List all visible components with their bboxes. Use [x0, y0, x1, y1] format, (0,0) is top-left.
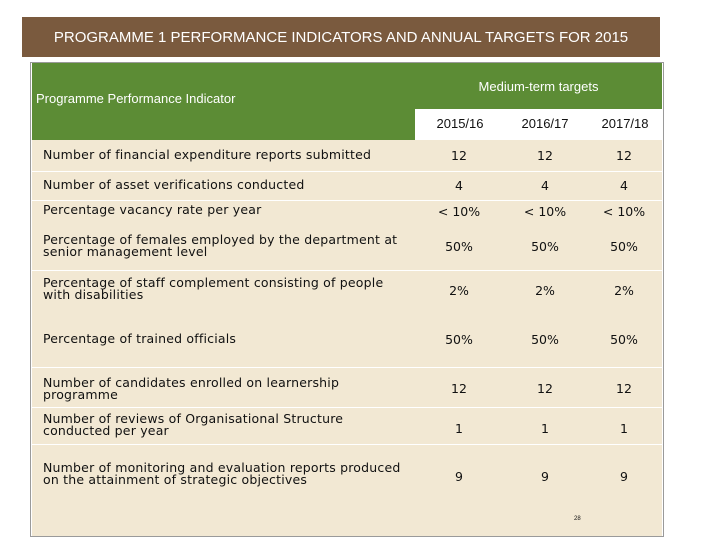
row-divider — [32, 270, 662, 271]
row-label-learnership-candidates: Number of candidates enrolled on learner… — [43, 375, 340, 402]
cell-value: 50% — [610, 332, 638, 347]
cell-value: 2% — [614, 283, 634, 298]
cell-value: 50% — [445, 332, 473, 347]
row-divider — [32, 171, 662, 172]
cell-value: 12 — [537, 381, 553, 396]
cell-value: < 10% — [523, 204, 567, 219]
cell-value: 12 — [451, 381, 467, 396]
cell-value: 1 — [455, 421, 463, 436]
cell-value: 50% — [531, 332, 559, 347]
row-label-asset-verifications: Number of asset verifications conducted — [43, 177, 305, 192]
cell-value: 50% — [531, 239, 559, 254]
cell-value: 1 — [620, 421, 628, 436]
table-row — [32, 140, 662, 171]
cell-value: 9 — [620, 469, 628, 484]
row-label-females-senior-management: Percentage of females employed by the de… — [43, 232, 398, 259]
cell-value: 12 — [451, 148, 467, 163]
row-label-financial-reports: Number of financial expenditure reports … — [43, 147, 372, 162]
row-divider — [32, 444, 662, 445]
page-title: PROGRAMME 1 PERFORMANCE INDICATORS AND A… — [22, 17, 660, 57]
row-divider — [32, 367, 662, 368]
table-row — [32, 200, 662, 224]
row-label-organisational-reviews: Number of reviews of Organisational Stru… — [43, 411, 344, 438]
row-label-staff-disabilities: Percentage of staff complement consistin… — [43, 275, 384, 302]
table-frame — [30, 62, 664, 537]
cell-value: 12 — [616, 381, 632, 396]
year-header-2017-18: 2017/18 — [601, 116, 649, 131]
table-row — [32, 171, 662, 200]
row-label-trained-officials: Percentage of trained officials — [43, 331, 237, 346]
medium-term-targets-header: Medium-term targets — [478, 79, 599, 94]
year-header-2016-17: 2016/17 — [521, 116, 569, 131]
table-row — [32, 224, 662, 270]
cell-value: 50% — [610, 239, 638, 254]
cell-value: 12 — [537, 148, 553, 163]
table-row — [32, 312, 662, 367]
table-row — [32, 367, 662, 407]
cell-value: 12 — [616, 148, 632, 163]
row-label-monitoring-reports: Number of monitoring and evaluation repo… — [43, 460, 401, 487]
indicator-column-header: Programme Performance Indicator — [36, 91, 236, 106]
cell-value: 9 — [455, 469, 463, 484]
cell-value: 50% — [445, 239, 473, 254]
cell-value: 2% — [535, 283, 555, 298]
row-divider — [32, 200, 662, 201]
year-header-2015-16: 2015/16 — [436, 116, 484, 131]
cell-value: < 10% — [437, 204, 481, 219]
page-number: 28 — [574, 516, 581, 522]
cell-value: 4 — [455, 178, 463, 193]
table-row — [32, 444, 662, 536]
cell-value: 9 — [541, 469, 549, 484]
cell-value: 2% — [449, 283, 469, 298]
cell-value: 4 — [620, 178, 628, 193]
row-label-vacancy-rate: Percentage vacancy rate per year — [43, 202, 262, 217]
table-row — [32, 270, 662, 312]
cell-value: < 10% — [602, 204, 646, 219]
table-row — [32, 407, 662, 444]
row-divider — [32, 407, 662, 408]
cell-value: 4 — [541, 178, 549, 193]
cell-value: 1 — [541, 421, 549, 436]
year-header-row — [415, 109, 662, 140]
